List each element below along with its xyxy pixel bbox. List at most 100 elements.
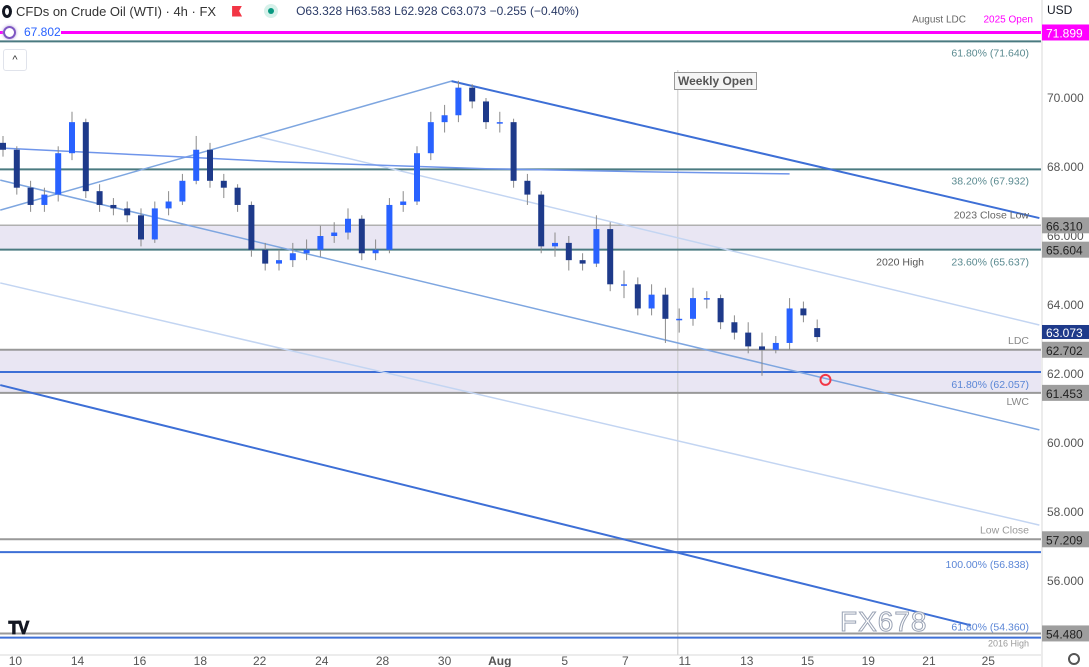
candle-body [496,122,503,124]
indicator-legend[interactable]: 67.802 [3,25,61,39]
x-tick-label: 21 [922,654,936,667]
price-tag: 61.453 [1046,387,1083,401]
price-tag-bg [1042,24,1089,41]
x-tick-label: 24 [315,654,329,667]
price-tag: 66.310 [1046,219,1083,233]
trendline [259,136,1040,326]
level-label: 2020 High [876,257,924,269]
candle-body [552,242,558,247]
tradingview-logo[interactable]: 𝐓𝐕 [8,618,29,638]
x-tick-label: 10 [9,654,23,667]
x-tick-label: 18 [194,654,208,667]
level-label: 2016 High [988,638,1029,648]
level-label: 61.80% (62.057) [951,379,1029,391]
level-label: 61.80% (54.360) [951,622,1029,634]
last-price-tag-bg [1042,324,1089,339]
candle-body [538,194,545,247]
candle-body [13,149,20,188]
candle-body [41,194,48,205]
price-tag: 65.604 [1046,244,1083,258]
market-open-dot-icon [264,4,279,18]
candle-body [579,260,586,264]
collapse-legend-button[interactable]: ^ [3,49,27,71]
last-price-tag: 63.073 [1046,326,1083,340]
plot-area [0,30,1041,655]
candle-body [386,204,393,250]
x-tick-label: 13 [740,654,754,667]
chart-header: CFDs on Crude Oil (WTI) · 4h · FX O63.32… [2,2,579,20]
candle-body [621,284,627,286]
currency-label[interactable]: USD [1047,3,1073,17]
candle-body [607,229,614,285]
y-tick-label: 70.000 [1047,91,1084,105]
x-tick-label: 25 [982,654,996,667]
candle-body [138,215,144,240]
alert-marker [819,373,832,386]
trendline [0,384,971,627]
candle-body [455,87,462,116]
indicator-icon [3,25,16,39]
price-tag-bg [1042,531,1089,548]
red-flag-icon[interactable] [232,5,243,17]
candle-body [414,153,420,202]
x-tick-label: 30 [438,654,452,667]
candle-body [690,298,696,319]
candle-body [786,308,793,343]
level-label: 2025 Open [984,14,1034,25]
trendline [0,80,452,211]
level-label: 2023 Close Low [954,209,1030,221]
x-tick-label: 7 [622,654,629,667]
candle-body [110,204,117,209]
trendline [0,179,1040,431]
y-tick-label: 58.000 [1047,505,1084,519]
price-tag-bg [1042,384,1089,401]
candle-body [207,149,213,181]
y-tick-label: 62.000 [1047,367,1084,381]
candle-body [234,187,241,205]
candle-body [648,294,655,309]
y-tick-label: 60.000 [1047,436,1084,450]
x-tick-label: 15 [801,654,815,667]
x-tick-label: 19 [862,654,876,667]
level-label: LDC [1008,335,1029,347]
price-tag-bg [1042,625,1089,642]
trendline [0,282,1040,526]
candle-body [179,180,186,202]
candle-body [676,318,683,321]
candle-body [262,249,269,264]
y-tick-label: 68.000 [1047,160,1084,174]
candle-body [759,346,765,350]
candle-body [55,153,62,195]
candle-body [662,294,669,319]
weekly-open-label: Weekly Open [674,72,758,90]
trendline [451,80,1040,220]
level-label: August LDC [912,14,966,25]
x-tick-label: 14 [71,654,85,667]
symbol-title[interactable]: CFDs on Crude Oil (WTI) · 4h · FX [16,3,217,19]
candle-body [165,201,172,209]
watermark: FX678 [840,606,928,638]
candle-body [483,101,489,123]
price-tag-bg [1042,341,1089,358]
x-tick-label: 5 [561,654,568,667]
level-label: 61.80% (71.640) [951,47,1029,59]
candle-body [469,87,476,102]
level-label: 23.60% (65.637) [951,257,1029,269]
level-label: LWC [1006,396,1029,408]
candle-body [358,218,365,254]
candle-body [634,284,641,309]
y-tick-label: 56.000 [1047,574,1084,588]
candle-body [317,236,324,250]
price-tag-bg [1042,241,1089,258]
candle-body [400,201,407,205]
candle-body [96,191,103,205]
candle-body [0,142,6,150]
candle-body [772,342,779,350]
candle-body [593,229,600,264]
candle-body [745,332,752,347]
x-tick-label: 28 [376,654,390,667]
candle-body [345,218,351,233]
gear-icon[interactable] [1068,653,1080,665]
level-label: 100.00% (56.838) [946,559,1029,571]
